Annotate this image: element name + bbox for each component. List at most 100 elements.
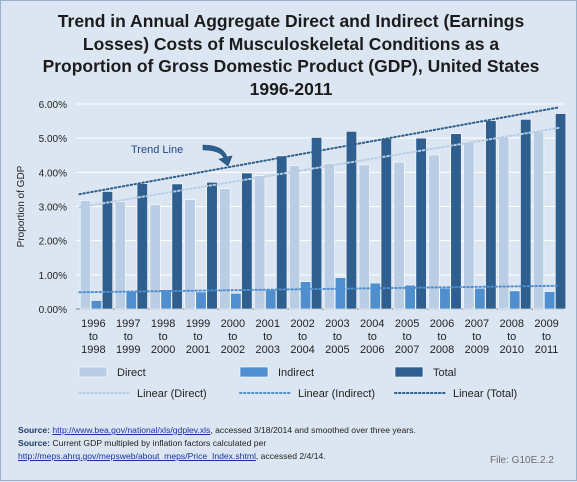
x-tick-label: 2006	[360, 344, 384, 356]
bar-indirect	[544, 291, 556, 310]
x-tick-label: 1996	[81, 318, 105, 330]
y-tick-label: 1.00%	[39, 271, 67, 282]
bar-direct	[498, 136, 510, 310]
bar-indirect	[474, 287, 486, 310]
x-tick-label: 2008	[499, 318, 523, 330]
legend-label: Linear (Indirect)	[298, 388, 375, 400]
bar-total	[380, 138, 392, 310]
x-tick-label: to	[124, 331, 133, 343]
bar-total	[520, 119, 532, 310]
y-tick-label: 2.00%	[39, 237, 67, 248]
source-line-2: Source: Current GDP multipled by inflati…	[18, 438, 266, 448]
bar-direct	[79, 200, 91, 310]
x-tick-label: 1998	[81, 344, 105, 356]
file-id: File: G10E.2.2	[490, 455, 554, 466]
x-tick-label: 2007	[395, 344, 419, 356]
source-label-1: Source:	[18, 425, 50, 435]
legend-label: Total	[433, 367, 456, 379]
bar-indirect	[300, 281, 312, 310]
annotation-label: Trend Line	[131, 144, 183, 156]
x-tick-label: 2001	[186, 344, 210, 356]
x-tick-label: 1999	[116, 344, 140, 356]
x-tick-label: 2009	[534, 318, 558, 330]
x-tick-label: to	[159, 331, 168, 343]
bar-direct	[184, 199, 196, 310]
bar-direct	[149, 204, 161, 310]
x-tick-label: 2005	[325, 344, 349, 356]
source-label-2: Source:	[18, 438, 50, 448]
x-tick-label: to	[472, 331, 481, 343]
trend-line	[78, 106, 560, 196]
source-line-3: http://meps.ahrq.gov/mepsweb/about_meps/…	[18, 451, 326, 461]
x-tick-label: 2009	[465, 344, 489, 356]
bar-indirect	[90, 300, 102, 310]
bar-indirect	[369, 282, 381, 310]
legend-swatch	[78, 366, 108, 378]
chart-title: Trend in Annual Aggregate Direct and Ind…	[42, 11, 540, 99]
source-text-1: , accessed 3/18/2014 and smoothed over t…	[210, 425, 416, 435]
bar-total	[345, 131, 357, 310]
bar-total	[241, 172, 253, 310]
source-text-2: Current GDP multipled by inflation facto…	[52, 438, 267, 448]
bar-total	[311, 137, 323, 310]
bar-indirect	[439, 287, 451, 310]
bar-indirect	[195, 291, 207, 310]
x-tick-label: 2007	[465, 318, 489, 330]
bar-indirect	[160, 289, 172, 310]
trend-line	[78, 126, 560, 209]
bar-total	[276, 155, 288, 310]
bar-indirect	[125, 290, 137, 310]
legend-label: Linear (Direct)	[137, 388, 207, 400]
bar-direct	[463, 141, 475, 310]
x-tick-label: 2005	[395, 318, 419, 330]
bar-total	[206, 181, 218, 310]
bar-direct	[289, 165, 301, 310]
annotation-arrow-icon	[202, 144, 233, 167]
x-tick-label: to	[333, 331, 342, 343]
x-tick-label: to	[542, 331, 551, 343]
x-tick-label: 2006	[430, 318, 454, 330]
y-tick-label: 5.00%	[39, 134, 67, 145]
bar-indirect	[404, 284, 416, 310]
x-tick-label: to	[437, 331, 446, 343]
y-tick-label: 0.00%	[39, 305, 67, 316]
x-tick-label: 2002	[290, 318, 314, 330]
legend-label: Linear (Total)	[453, 388, 517, 400]
x-tick-label: to	[228, 331, 237, 343]
y-tick-label: 4.00%	[39, 168, 67, 179]
bar-total	[555, 113, 567, 310]
x-tick-label: 2003	[325, 318, 349, 330]
legend-swatch	[239, 366, 269, 378]
x-tick-label: 2001	[255, 318, 279, 330]
x-tick-label: 1998	[151, 318, 175, 330]
x-tick-label: to	[263, 331, 272, 343]
x-tick-label: to	[298, 331, 307, 343]
y-tick-label: 3.00%	[39, 203, 67, 214]
bar-indirect	[509, 290, 521, 310]
legend-swatch	[394, 366, 424, 378]
x-tick-label: 2011	[535, 344, 559, 356]
trend-line	[78, 284, 560, 294]
bar-direct	[254, 175, 266, 310]
bar-total	[101, 191, 113, 310]
bar-direct	[114, 201, 126, 310]
bar-indirect	[230, 292, 242, 310]
x-tick-label: 1997	[116, 318, 140, 330]
x-tick-label: 2000	[151, 344, 175, 356]
x-tick-label: to	[193, 331, 202, 343]
x-tick-label: 2004	[290, 344, 314, 356]
x-tick-label: to	[89, 331, 98, 343]
bar-direct	[358, 164, 370, 310]
source-link-bea[interactable]: http://www.bea.gov/national/xls/gdplev.x…	[52, 425, 211, 435]
x-tick-label: 2004	[360, 318, 384, 330]
bar-indirect	[334, 277, 346, 310]
source-text-3: , accessed 2/4/14.	[255, 451, 326, 461]
bar-total	[415, 137, 427, 310]
x-tick-label: 2010	[499, 344, 523, 356]
x-tick-label: 2008	[430, 344, 454, 356]
bar-direct	[428, 154, 440, 310]
x-tick-label: to	[368, 331, 377, 343]
source-link-meps[interactable]: http://meps.ahrq.gov/mepsweb/about_meps/…	[18, 451, 256, 461]
bar-total	[171, 183, 183, 310]
